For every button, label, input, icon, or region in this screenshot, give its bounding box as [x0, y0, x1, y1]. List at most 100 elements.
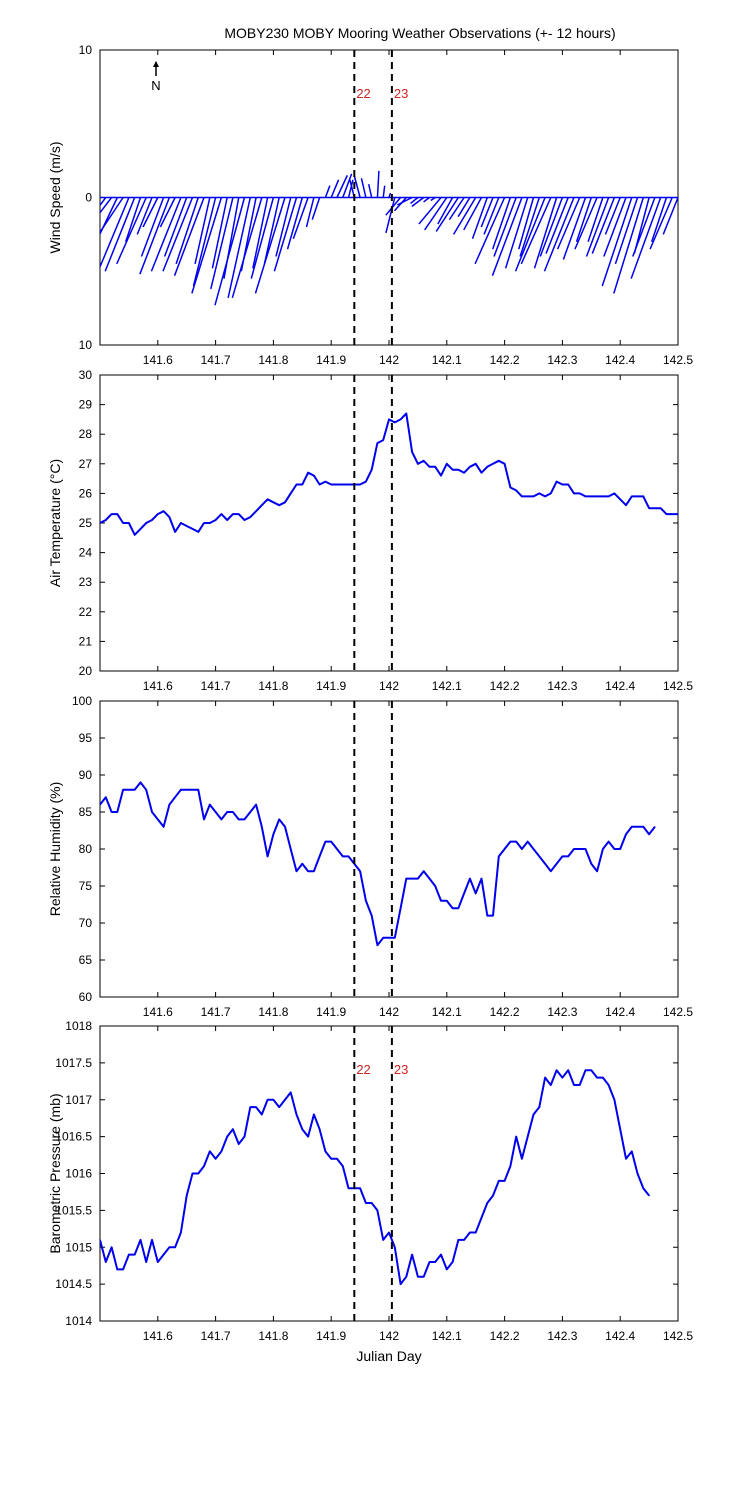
wind-vector [330, 179, 340, 198]
wind-vector [520, 197, 552, 265]
data-point [538, 855, 540, 858]
data-point [151, 811, 153, 813]
data-point [100, 522, 101, 524]
y-tick-label: 1015.5 [55, 1203, 92, 1217]
x-tick-label: 141.6 [143, 1329, 173, 1343]
data-point [434, 885, 436, 887]
data-point [145, 789, 147, 791]
data-point [486, 1202, 488, 1204]
y-tick-label: 95 [79, 731, 93, 745]
data-point [596, 1077, 598, 1079]
wind-vector [150, 197, 182, 272]
data-point [567, 483, 569, 486]
data-point [590, 1069, 592, 1071]
data-point [278, 1106, 280, 1108]
data-point [573, 1084, 575, 1086]
wind-vector [423, 196, 430, 203]
data-point [636, 1172, 639, 1175]
data-point [116, 811, 118, 813]
data-point [446, 463, 448, 465]
x-tick-label: 141.7 [201, 679, 231, 693]
data-point [654, 826, 656, 828]
wind-vector [601, 197, 633, 287]
wind-vector [437, 197, 454, 225]
wind-vector [124, 197, 142, 242]
event-marker-label: 23 [394, 86, 408, 101]
data-point [186, 525, 188, 527]
data-point [255, 510, 257, 512]
wind-vector [452, 197, 477, 235]
data-point [116, 513, 118, 515]
y-tick-label: 90 [79, 768, 93, 782]
y-tick-label: 1016.5 [55, 1130, 92, 1144]
data-point [486, 466, 488, 468]
data-point [174, 1246, 176, 1248]
y-tick-label: 85 [79, 805, 93, 819]
data-point [584, 848, 587, 850]
data-point [654, 507, 656, 509]
wind-vector [613, 197, 645, 294]
x-tick-label: 142.1 [432, 1329, 462, 1343]
panel-3: 141.6 141.7 141.8 141.9 142 142.1 142.2 142.3 14… [47, 694, 693, 1019]
y-axis-label: Barometric Pressure (mb) [47, 1093, 63, 1253]
data-point [625, 1158, 627, 1160]
data-point [295, 483, 298, 486]
data-point [532, 1113, 535, 1116]
wind-vector [382, 185, 386, 198]
x-tick-label: 142.4 [605, 1005, 635, 1019]
y-tick-label: 23 [79, 575, 93, 589]
y-tick-label: 1014.5 [55, 1277, 92, 1291]
x-tick-label: 142.5 [663, 1005, 693, 1019]
data-point [556, 863, 558, 865]
wind-vector [159, 197, 176, 228]
x-tick-label: 142 [379, 353, 399, 367]
data-point [174, 531, 176, 533]
data-point [238, 818, 240, 821]
y-tick-label: 0 [85, 191, 92, 205]
data-point [284, 501, 286, 503]
data-point [359, 870, 361, 872]
x-tick-label: 142.3 [547, 353, 577, 367]
wind-vector [539, 197, 564, 257]
data-point [128, 522, 130, 524]
data-point [463, 472, 465, 474]
north-label: N [151, 78, 160, 93]
data-point [602, 495, 604, 497]
data-point [486, 915, 488, 917]
axes-frame [99, 700, 679, 998]
data-point [619, 1128, 621, 1130]
x-tick-label: 142.2 [490, 1005, 520, 1019]
wind-vector [376, 170, 380, 198]
wind-vector [518, 197, 535, 250]
y-tick-label: 1015 [65, 1240, 92, 1254]
x-tick-label: 142.5 [663, 353, 693, 367]
data-point [336, 848, 338, 850]
wind-vector [214, 197, 246, 306]
y-tick-label: 10 [79, 43, 93, 57]
panel-2: 141.6 141.7 141.8 141.9 142 142.1 142.2 142.3 14… [47, 368, 693, 693]
y-tick-label: 75 [79, 879, 93, 893]
data-point [347, 1187, 350, 1189]
data-point [249, 1106, 251, 1108]
data-point [255, 804, 257, 806]
wind-vector [574, 197, 598, 250]
data-point [139, 781, 142, 784]
wind-vector [286, 197, 304, 250]
data-point [538, 1106, 540, 1108]
north-arrow-head [153, 61, 159, 67]
y-tick-label: 1017 [65, 1093, 92, 1107]
data-point [365, 1202, 367, 1204]
data-point [631, 826, 633, 828]
data-point [411, 878, 413, 880]
data-point [469, 878, 471, 880]
wind-vector [493, 197, 517, 257]
data-point [365, 480, 367, 483]
wind-vector [448, 197, 465, 221]
x-tick-label: 141.9 [316, 1329, 346, 1343]
wind-vector [292, 197, 309, 240]
wind-vector [491, 197, 512, 250]
x-tick-label: 141.9 [316, 679, 346, 693]
x-tick-label: 141.8 [258, 679, 288, 693]
x-tick-label: 141.7 [201, 1329, 231, 1343]
wind-vector [591, 197, 616, 254]
